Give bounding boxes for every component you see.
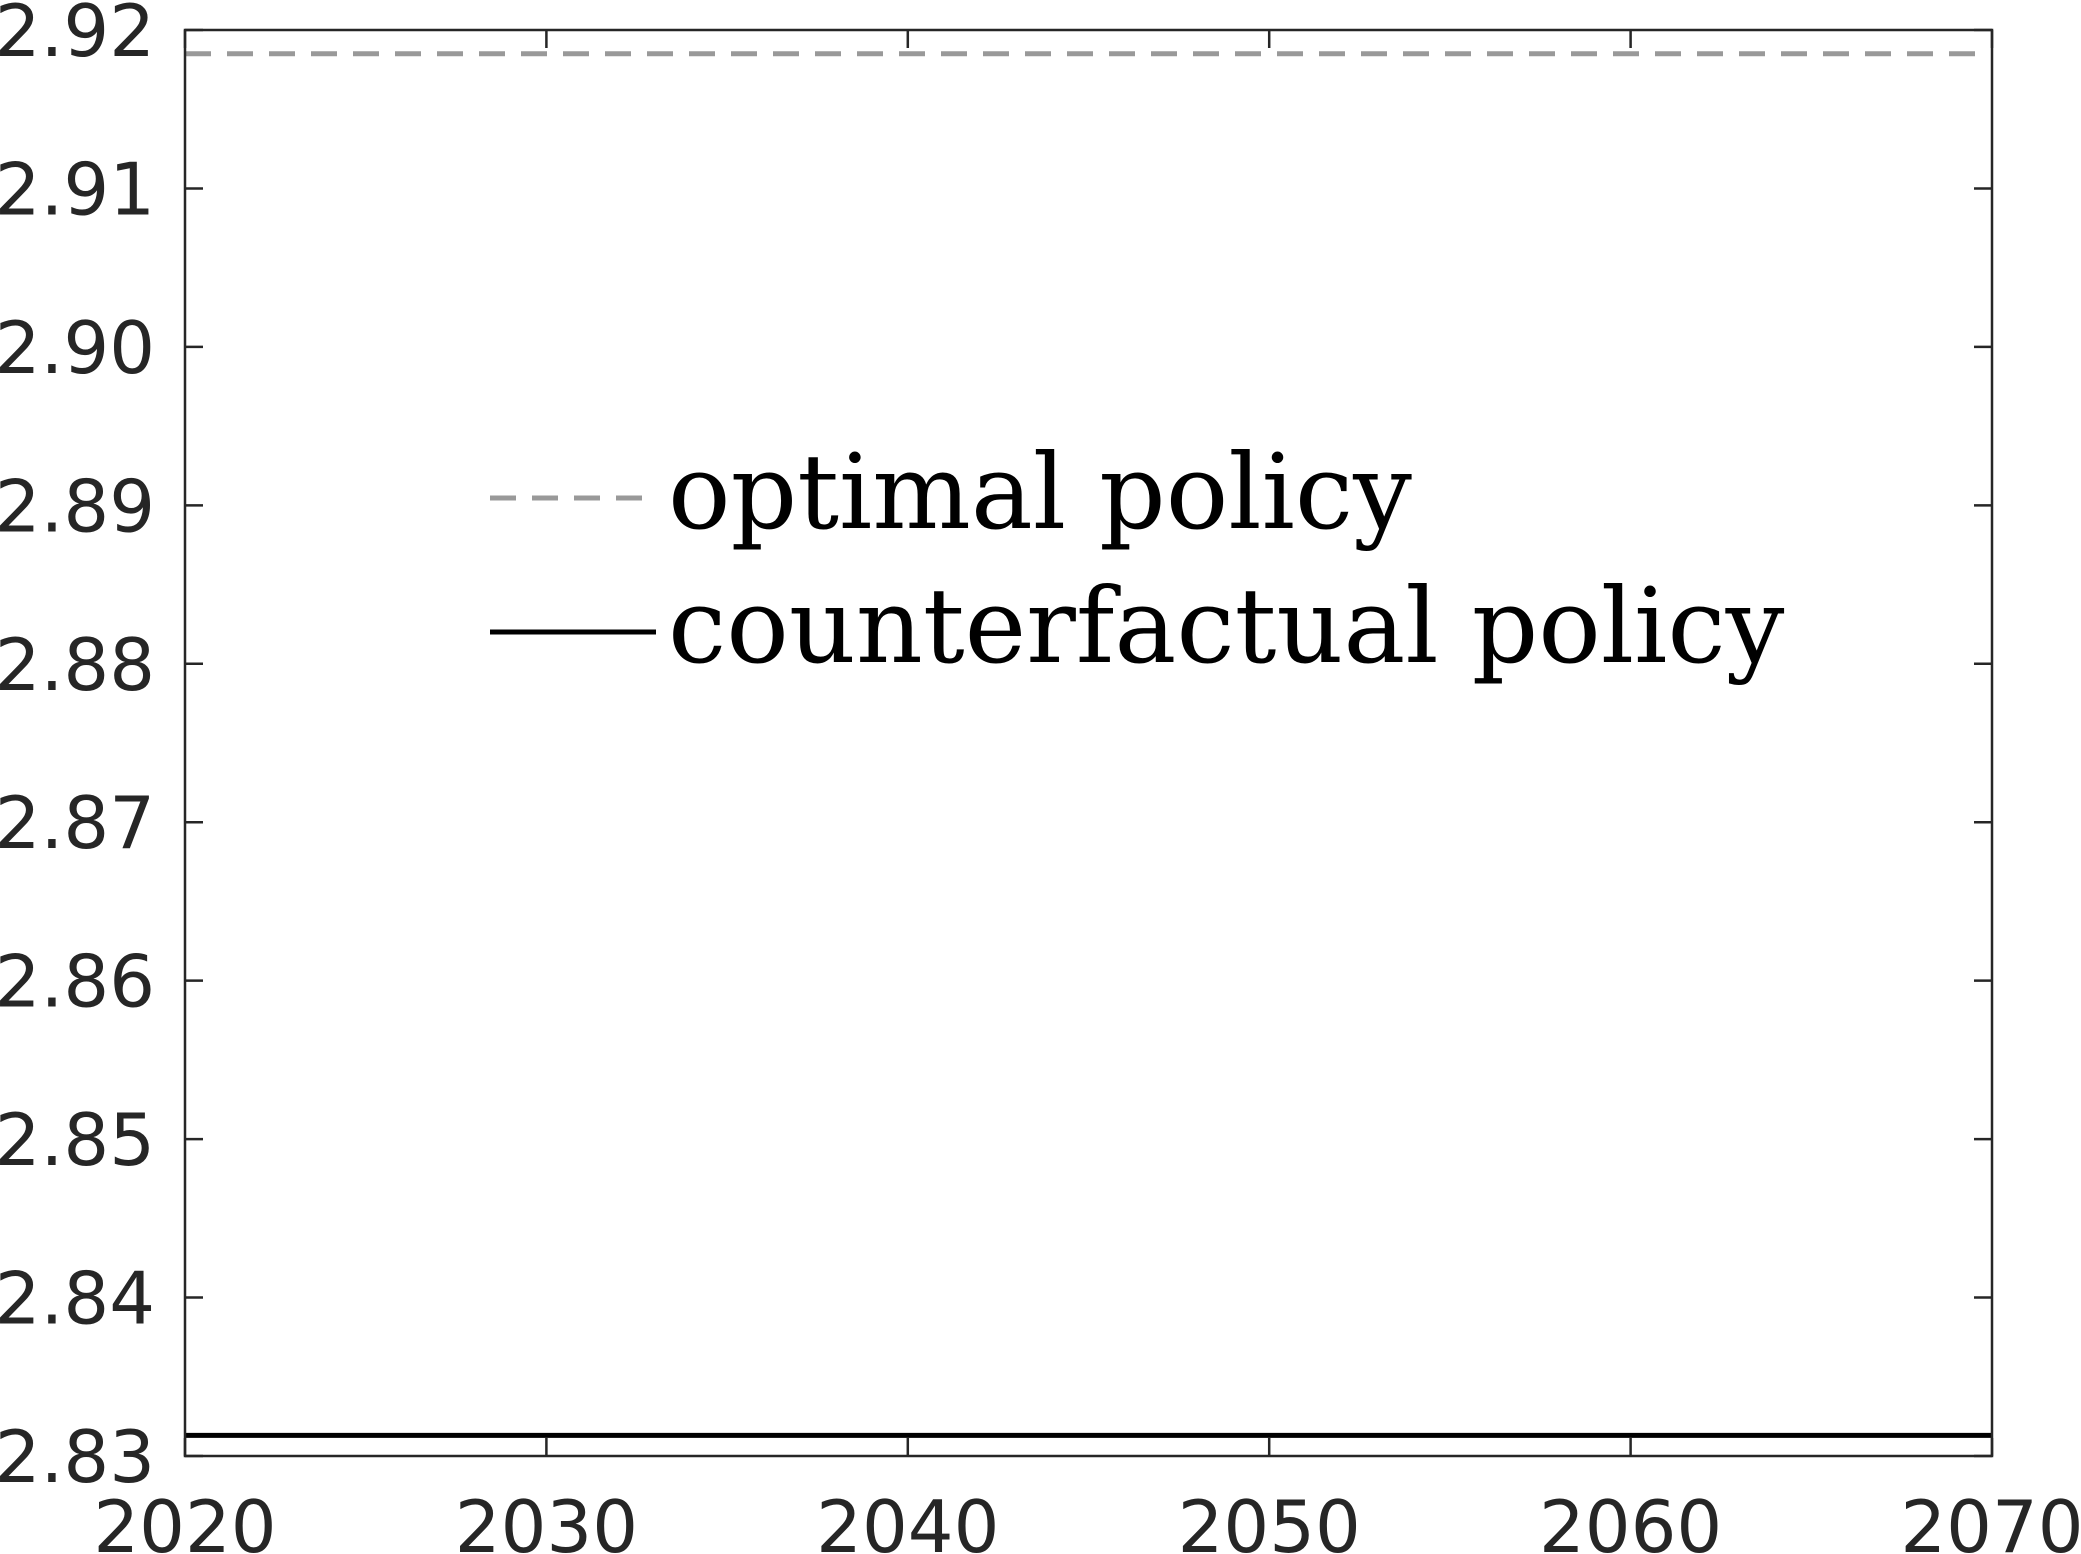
plot-frame xyxy=(183,28,1994,1458)
y-tick-label: 2.83 xyxy=(0,1415,155,1499)
y-tick-label: 2.88 xyxy=(0,623,155,707)
y-tick-label: 2.84 xyxy=(0,1257,155,1341)
y-tick-label: 2.85 xyxy=(0,1098,155,1182)
x-tick-label: 2070 xyxy=(1900,1485,2081,1554)
legend-entry-optimal-policy: optimal policy xyxy=(490,431,1412,553)
y-tick-label: 2.87 xyxy=(0,781,155,865)
x-tick-label: 2040 xyxy=(816,1485,999,1554)
x-tick-label: 2030 xyxy=(455,1485,638,1554)
y-tick-label: 2.92 xyxy=(0,0,155,73)
x-tick-label: 2020 xyxy=(93,1485,276,1554)
legend-entry-counterfactual-policy: counterfactual policy xyxy=(490,565,1785,687)
x-tick-label: 2050 xyxy=(1178,1485,1361,1554)
y-tick-label: 2.86 xyxy=(0,940,155,1024)
legend-label: optimal policy xyxy=(668,431,1412,553)
y-tick-label: 2.91 xyxy=(0,147,155,231)
legend-label: counterfactual policy xyxy=(668,565,1785,687)
x-tick-label: 2060 xyxy=(1539,1485,1722,1554)
y-tick-label: 2.89 xyxy=(0,464,155,548)
y-tick-label: 2.90 xyxy=(0,306,155,390)
series-layer xyxy=(185,51,1992,1438)
